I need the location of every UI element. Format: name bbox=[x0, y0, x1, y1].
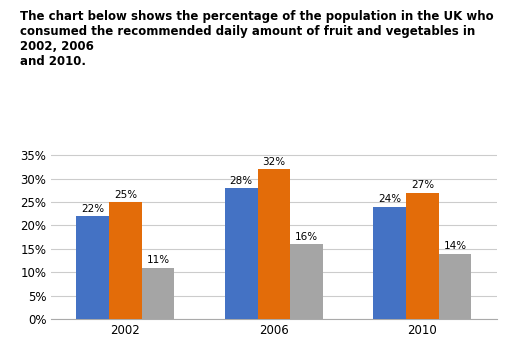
Bar bbox=[109, 202, 142, 319]
Bar bbox=[373, 207, 406, 319]
Bar bbox=[258, 169, 290, 319]
Text: 27%: 27% bbox=[411, 180, 434, 190]
Text: 14%: 14% bbox=[443, 241, 466, 251]
Text: The chart below shows the percentage of the population in the UK who
consumed th: The chart below shows the percentage of … bbox=[20, 10, 494, 68]
Text: 11%: 11% bbox=[146, 255, 169, 265]
Bar bbox=[439, 254, 472, 319]
Bar bbox=[290, 244, 323, 319]
Bar bbox=[406, 193, 439, 319]
Text: 28%: 28% bbox=[230, 176, 253, 186]
Text: 24%: 24% bbox=[378, 194, 401, 204]
Bar bbox=[225, 188, 258, 319]
Text: 16%: 16% bbox=[295, 232, 318, 242]
Text: 25%: 25% bbox=[114, 190, 137, 200]
Text: 22%: 22% bbox=[81, 204, 104, 214]
Bar bbox=[142, 268, 175, 319]
Text: 32%: 32% bbox=[262, 157, 286, 167]
Bar bbox=[76, 216, 109, 319]
